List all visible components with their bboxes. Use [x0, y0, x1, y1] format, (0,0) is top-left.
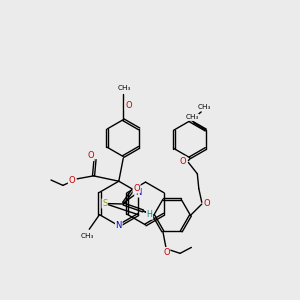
Text: CH₃: CH₃ [185, 114, 199, 120]
Text: O: O [125, 101, 132, 110]
Text: CH₃: CH₃ [81, 233, 94, 239]
Text: O: O [163, 248, 170, 257]
Text: S: S [102, 199, 107, 208]
Text: CH₃: CH₃ [197, 103, 211, 109]
Text: O: O [87, 152, 94, 160]
Text: O: O [133, 184, 140, 193]
Text: N: N [135, 188, 141, 197]
Text: O: O [204, 199, 210, 208]
Text: CH₃: CH₃ [118, 85, 131, 91]
Text: O: O [179, 157, 186, 166]
Text: H: H [147, 210, 153, 219]
Text: O: O [68, 176, 75, 185]
Text: N: N [116, 221, 122, 230]
